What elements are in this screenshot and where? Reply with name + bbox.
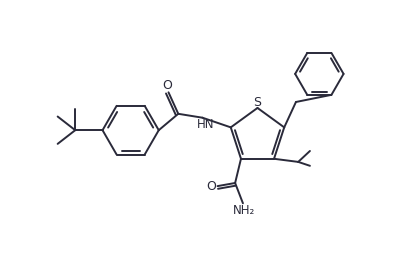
Text: O: O (206, 180, 216, 193)
Text: NH₂: NH₂ (232, 204, 255, 217)
Text: S: S (253, 95, 262, 108)
Text: O: O (162, 79, 172, 92)
Text: HN: HN (197, 118, 214, 131)
